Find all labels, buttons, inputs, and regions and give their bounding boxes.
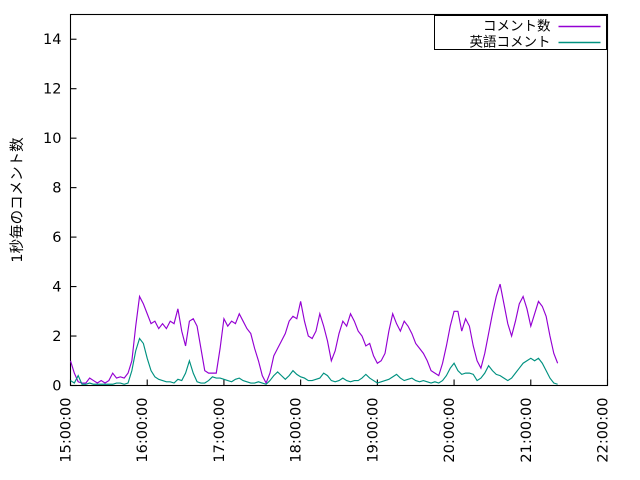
- y-axis-tick-labels: 0 2 4 6 8 10 12 14: [43, 32, 61, 394]
- x-axis-tick-labels: 15:00:00 16:00:00 17:00:00 18:00:00 19:00:00…: [59, 397, 612, 462]
- y-axis-title: 1秒毎のコメント数: [9, 137, 26, 263]
- y-tick-label: 10: [43, 131, 61, 147]
- series-lines: [69, 283, 559, 385]
- y-tick-label: 14: [43, 32, 61, 48]
- x-tick-label: 18:00:00: [289, 398, 305, 463]
- legend-box: [434, 15, 607, 50]
- series-line: [70, 337, 558, 385]
- plot-frame: [69, 13, 609, 387]
- y-tick-label: 12: [43, 82, 61, 98]
- x-tick-label: 20:00:00: [442, 397, 458, 462]
- x-tick-label: 22:00:00: [596, 398, 612, 463]
- y-axis-ticks: [70, 38, 77, 387]
- y-tick-label: 4: [52, 280, 61, 296]
- x-tick-label: 15:00:00: [59, 398, 75, 463]
- x-tick-label: 17:00:00: [212, 398, 228, 463]
- y-tick-label: 2: [52, 329, 61, 345]
- legend-label: 英語コメント: [470, 34, 551, 51]
- y-tick-label: 6: [52, 230, 61, 246]
- x-tick-label: 16:00:00: [135, 398, 151, 463]
- series-line: [69, 283, 559, 385]
- y-tick-label: 8: [52, 181, 61, 197]
- legend-label: コメント数: [483, 19, 551, 35]
- x-tick-label: 19:00:00: [365, 398, 381, 463]
- x-tick-label: 21:00:00: [519, 398, 535, 463]
- y-tick-label: 0: [52, 379, 61, 395]
